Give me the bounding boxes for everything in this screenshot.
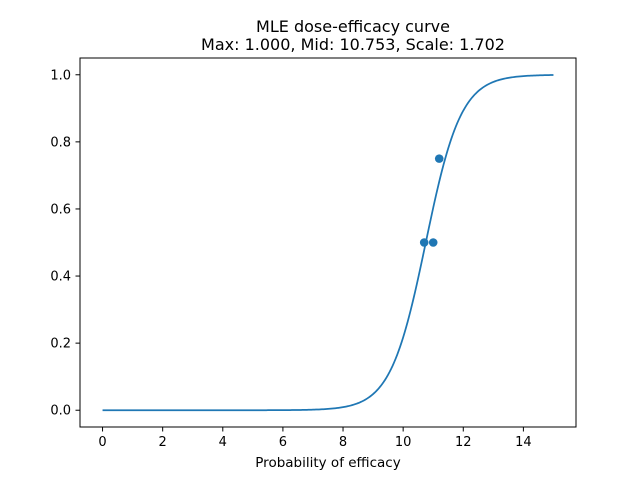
data-point-2 [434,154,444,163]
y-tick-label-5: 1.0 [50,68,71,83]
x-tick-label-1: 2 [159,435,167,450]
y-tick-label-1: 0.2 [50,337,71,352]
y-tick-label-3: 0.6 [50,202,71,217]
chart-title: MLE dose-efficacy curve [256,17,450,36]
data-point-0 [419,238,429,247]
y-tick-label-0: 0.0 [50,404,71,419]
axes-frame [79,57,577,428]
ticks-layer: 0 2 4 6 8 10 12 14 0.0 0.2 0.4 0.6 0.8 1.0 [50,68,531,450]
x-tick-label-3: 6 [279,435,287,450]
fitted-curve [102,74,554,412]
y-tick-label-2: 0.4 [50,270,71,285]
x-tick-label-2: 4 [219,435,227,450]
marks-layer [102,74,554,412]
x-tick-label-5: 10 [395,435,412,450]
x-axis-label: Probability of efficacy [255,455,400,471]
x-tick-label-7: 14 [515,435,532,450]
data-point-1 [428,238,438,247]
chart-subtitle: Max: 1.000, Mid: 10.753, Scale: 1.702 [201,35,505,54]
x-tick-label-6: 12 [455,435,472,450]
x-tick-label-4: 8 [339,435,347,450]
x-tick-label-0: 0 [98,435,106,450]
y-tick-label-4: 0.8 [50,135,71,150]
